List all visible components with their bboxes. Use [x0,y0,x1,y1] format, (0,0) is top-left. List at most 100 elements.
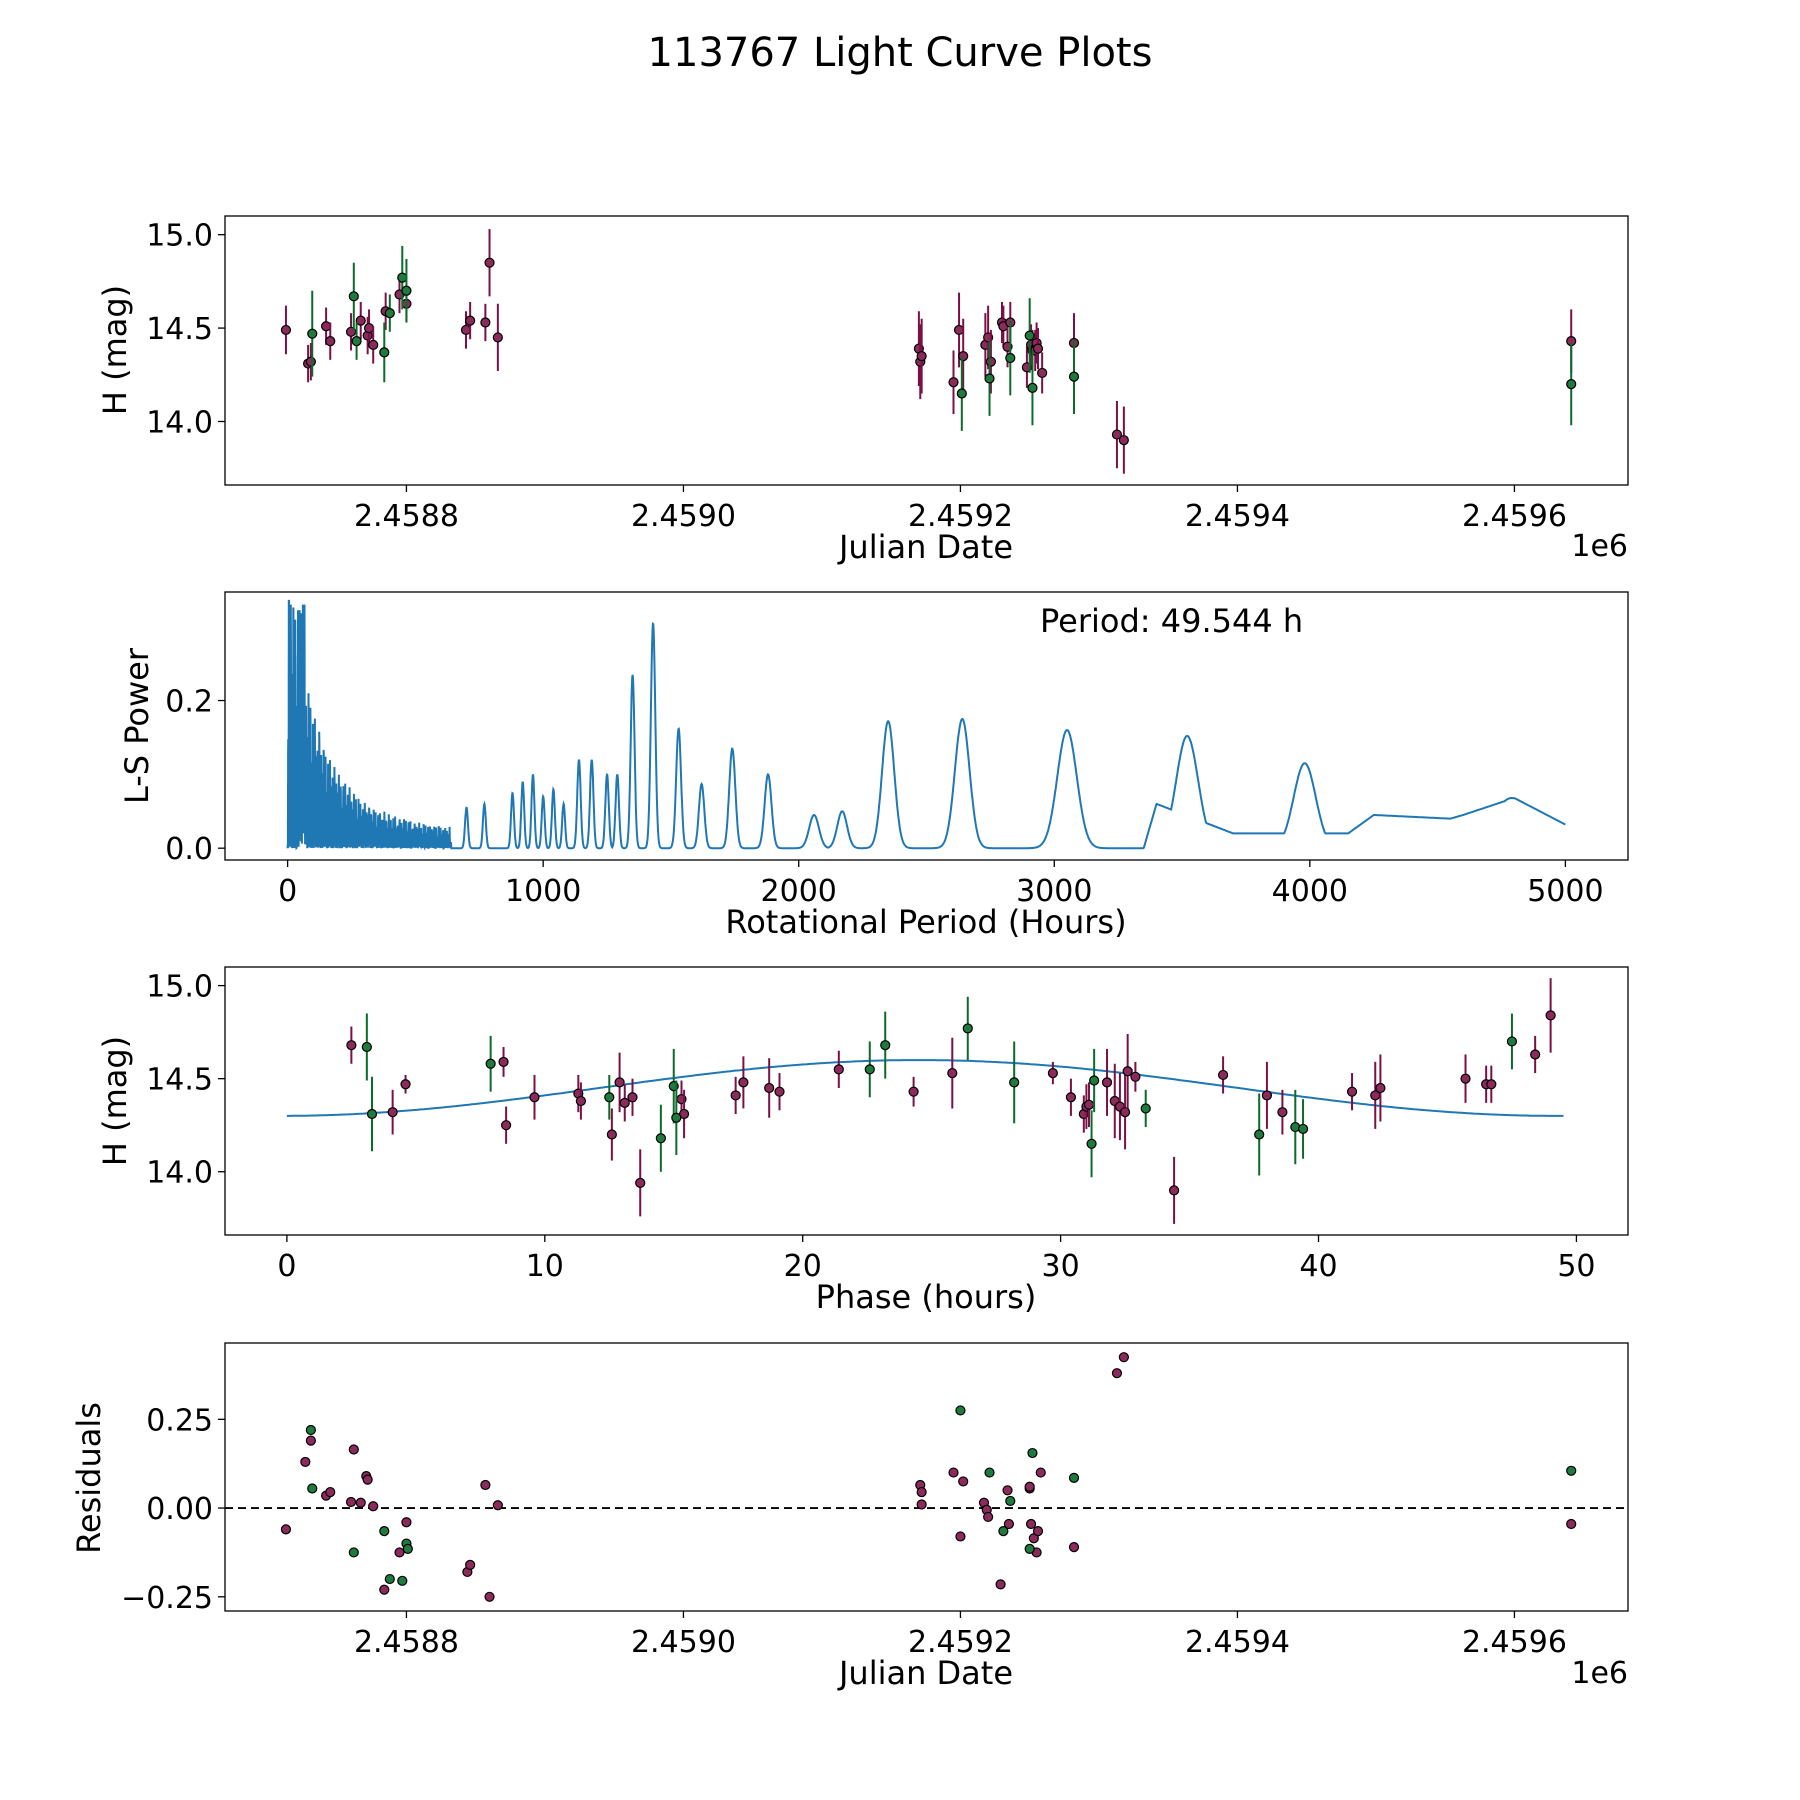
phased-point-band_a [1277,1107,1288,1118]
residuals-point-band_a [480,1479,491,1491]
residuals-point-band_a [948,1467,959,1478]
residuals-point-band_a [958,1476,969,1487]
lightcurve-point-band_b [384,308,395,319]
phased-point-band_b [880,1040,891,1051]
lightcurve-point-band_a [480,317,491,328]
phased-ytick-label: 14.5 [146,1063,213,1098]
phased-point-band_a [738,1077,749,1088]
lightcurve-point-band_b [348,291,359,302]
lightcurve-point-band_a [484,257,495,268]
phased-point-band_a [614,1077,625,1088]
lightcurve-point-band_a [958,351,969,362]
residuals-point-band_a [492,1500,503,1511]
lightcurve-point-band_b [1068,371,1080,382]
residuals-point-band_a [916,1499,927,1510]
residuals-point-band_b [402,1543,413,1554]
lightcurve-point-band_a [492,332,503,343]
phased-xtick-label: 0 [277,1249,296,1284]
residuals-point-band_a [280,1524,292,1535]
residuals-point-band_a [345,1496,357,1508]
phased-point-band_b [1140,1103,1151,1114]
lightcurve-xtick-label: 2.4588 [354,499,459,534]
residuals-point-band_a [1025,1518,1037,1530]
lightcurve-xlabel: Julian Date [837,528,1013,566]
periodogram-ytick-label: 0.2 [165,685,213,720]
residuals-point-band_a [916,1486,927,1498]
residuals-point-band_a [1035,1467,1046,1478]
residuals-point-band_a [1068,1542,1080,1553]
phased-point-band_a [947,1067,958,1079]
periodogram-xtick-label: 3000 [1016,874,1092,909]
lightcurve-ytick-label: 15.0 [146,219,213,254]
lightcurve-point-band_a [465,315,476,326]
phased-point-band_b [962,1023,973,1034]
lightcurve-point-band_b [401,285,412,296]
lightcurve-point-band_a [363,322,375,334]
residuals-xlabel: Julian Date [837,1654,1013,1692]
residuals-point-band_a [355,1497,366,1508]
residuals-point-band_b [348,1547,359,1558]
lightcurve-point-band_b [1024,330,1035,341]
lightcurve-point-band_a [948,377,959,388]
lightcurve-xtick-label: 2.4590 [631,499,736,534]
residuals-ytick-label: 0.25 [146,1403,213,1438]
residuals-point-band_a [379,1584,390,1595]
residuals-point-band_b [1024,1543,1035,1554]
lightcurve-xtick-label: 2.4596 [1462,499,1567,534]
figure-title: 113767 Light Curve Plots [648,30,1153,76]
lightcurve-ytick-label: 14.5 [146,312,213,347]
phased-point-band_a [1130,1071,1141,1082]
lightcurve-point-band_b [956,388,967,399]
panel-lightcurve: 2.4588 2.4590 2.4592 2.4594 2.4596 14.0 14.5 1… [96,215,1629,566]
residuals-point-band_a [300,1456,311,1468]
phased-point-band_b [1254,1129,1265,1140]
phased-point-band_a [1119,1107,1131,1118]
lightcurve-point-band_a [1111,429,1123,440]
phased-xtick-label: 10 [526,1249,564,1284]
lightcurve-point-band_a [985,356,997,367]
residuals-point-band_a [325,1486,336,1498]
panel-residuals: 2.4588 2.4590 2.4592 2.4594 2.4596 −0.25 0.00… [70,1342,1629,1692]
residuals-point-band_b [1068,1472,1080,1483]
phased-point-band_b [1089,1075,1100,1086]
phased-point-band_b [671,1112,682,1123]
residuals-point-band_a [1566,1518,1577,1530]
residuals-xtick-label: 2.4594 [1185,1625,1290,1660]
lightcurve-ylabel: H (mag) [96,285,134,415]
lightcurve-point-band_a [1118,435,1129,446]
residuals-ytick-label: −0.25 [121,1581,213,1616]
periodogram-curve [286,599,1566,851]
phased-point-band_b [366,1108,378,1120]
lightcurve-point-band_a [305,356,316,367]
residuals-point-band_a [995,1579,1006,1590]
lightcurve-xtick-label: 2.4592 [908,499,1013,534]
periodogram-axes-frame [224,591,1629,861]
phased-xlabel: Phase (hours) [816,1278,1037,1316]
lightcurve-point-band_a [321,321,332,332]
residuals-xtick-label: 2.4590 [631,1625,736,1660]
phased-point-band_b [655,1133,666,1144]
phased-point-band_a [1486,1079,1497,1090]
phased-point-band_a [1083,1099,1095,1110]
phased-point-band_a [764,1082,775,1094]
lightcurve-point-band_a [1037,367,1048,379]
lightcurve-point-band_a [325,336,336,347]
phased-point-band_a [1122,1066,1133,1077]
phased-ylabel: H (mag) [96,1036,134,1166]
phased-point-band_a [1101,1077,1113,1088]
phased-point-band_a [1168,1185,1180,1196]
residuals-ylabel: Residuals [70,1402,108,1554]
residuals-point-band_a [305,1435,316,1446]
lightcurve-point-band_b [397,272,408,283]
lightcurve-point-band_b [379,347,390,358]
residuals-point-band_b [305,1424,316,1436]
period-annotation: Period: 49.544 h [1040,602,1303,640]
phased-point-band_a [1545,1010,1556,1021]
periodogram-xtick-label: 1000 [505,874,581,909]
phased-fit-curve [286,1059,1564,1117]
phased-point-band_b [361,1041,372,1053]
phased-xtick-label: 30 [1042,1249,1080,1284]
periodogram-xtick-label: 4000 [1272,874,1348,909]
lightcurve-xtick-label: 2.4594 [1185,499,1290,534]
